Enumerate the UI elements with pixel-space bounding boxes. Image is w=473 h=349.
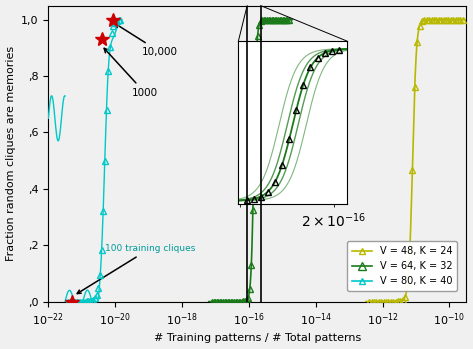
Text: 10,000: 10,000 (115, 23, 178, 57)
Text: 100 training cliques: 100 training cliques (77, 244, 195, 294)
Text: 1000: 1000 (104, 48, 158, 98)
Y-axis label: Fraction random cliques are memories: Fraction random cliques are memories (6, 46, 16, 261)
X-axis label: # Training patterns / # Total patterns: # Training patterns / # Total patterns (154, 333, 361, 343)
Bar (247, 6, 261, 307)
Legend: V = 48, K = 24, V = 64, K = 32, V = 80, K = 40: V = 48, K = 24, V = 64, K = 32, V = 80, … (348, 242, 457, 291)
